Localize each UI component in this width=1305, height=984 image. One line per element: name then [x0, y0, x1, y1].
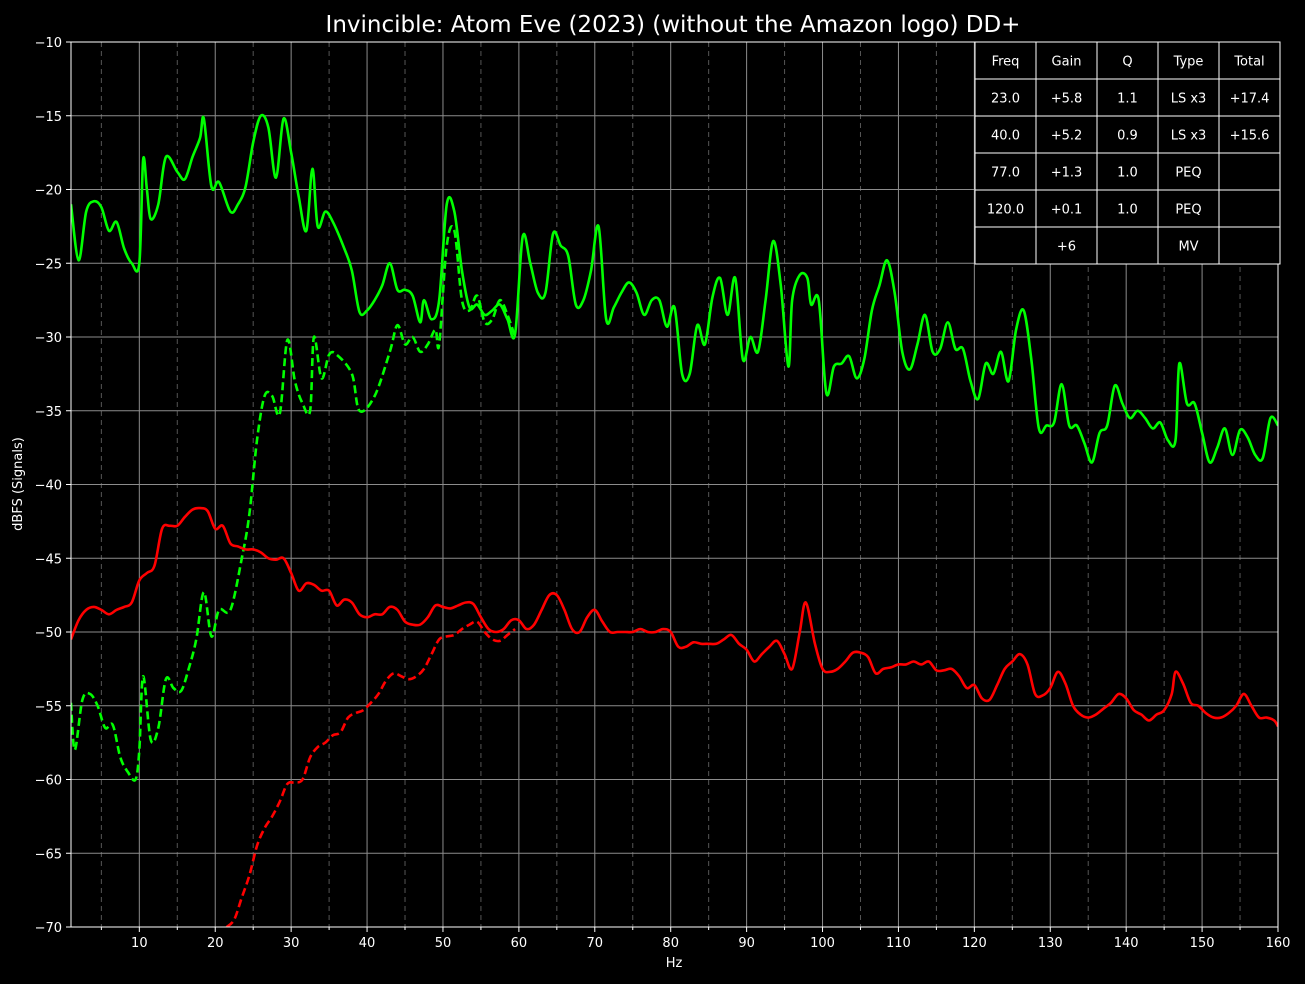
- x-tick-label: 40: [359, 936, 376, 951]
- table-cell: [1035, 189, 1098, 228]
- x-axis-label: Hz: [666, 956, 683, 971]
- table-cell: [1218, 152, 1281, 191]
- x-tick-label: 10: [131, 936, 148, 951]
- table-cell-text: 40.0: [991, 129, 1020, 144]
- red-solid-series-line: [71, 506, 1278, 728]
- table-cell: [1218, 41, 1281, 80]
- table-cell: [974, 226, 1037, 265]
- table-cell-text: +5.2: [1051, 129, 1083, 144]
- table-cell: [1035, 115, 1098, 154]
- y-axis-label: dBFS (Signals): [11, 437, 26, 531]
- y-axis-ticks: −10 −15 −20 −25 −30 −35 −40 −45 −50 −55 −60 −65 −70: [35, 36, 71, 936]
- x-tick-label: 90: [738, 936, 755, 951]
- y-tick-label: −40: [35, 479, 62, 494]
- x-tick-label: 20: [207, 936, 224, 951]
- y-tick-label: −15: [35, 110, 62, 125]
- table-cell-text: 77.0: [991, 166, 1020, 181]
- x-tick-label: 100: [810, 936, 835, 951]
- table-cell-text: MV: [1178, 240, 1198, 255]
- y-tick-label: −35: [35, 405, 62, 420]
- x-tick-label: 130: [1038, 936, 1063, 951]
- table-cell-text: 1.0: [1117, 166, 1138, 181]
- y-tick-label: −55: [35, 700, 62, 715]
- table-cell-text: +6: [1057, 240, 1076, 255]
- red-dashed-series-line: [225, 620, 516, 927]
- y-tick-label: −65: [35, 847, 62, 862]
- eq-settings-table: Freq Gain Q Type Total 23.0 +5.8 1.1 LS x3 +17.4 4…: [974, 41, 1281, 265]
- series-layer: [71, 113, 1278, 927]
- table-cell-text: 1.1: [1117, 92, 1138, 107]
- table-cell-text: 23.0: [991, 92, 1020, 107]
- y-tick-label: −50: [35, 626, 62, 641]
- table-cell: [1218, 115, 1281, 154]
- table-header-text: Freq: [992, 55, 1020, 70]
- table-cell: [974, 115, 1037, 154]
- green-dashed-series-line: [71, 225, 517, 782]
- table-cell: [1157, 115, 1220, 154]
- y-tick-label: −60: [35, 774, 62, 789]
- x-tick-label: 70: [587, 936, 604, 951]
- x-tick-label: 140: [1114, 936, 1139, 951]
- table-cell-text: 120.0: [987, 203, 1024, 218]
- table-cell: [1035, 78, 1098, 117]
- table-cell: [1157, 189, 1220, 228]
- x-tick-label: 30: [283, 936, 300, 951]
- table-cell-text: PEQ: [1175, 166, 1201, 181]
- table-cell: [1218, 226, 1281, 265]
- y-tick-label: −25: [35, 257, 62, 272]
- y-tick-label: −70: [35, 921, 62, 936]
- table-cell: [1157, 78, 1220, 117]
- table-cell: [1157, 152, 1220, 191]
- table-cell-text: PEQ: [1175, 203, 1201, 218]
- table-cell: [974, 152, 1037, 191]
- table-cell-text: 1.0: [1117, 203, 1138, 218]
- table-header-text: Gain: [1052, 55, 1082, 70]
- table-cell-text: +1.3: [1051, 166, 1083, 181]
- table-cell: [1096, 189, 1159, 228]
- y-tick-label: −10: [35, 36, 62, 51]
- table-cell: [1096, 226, 1159, 265]
- table-cell-text: +17.4: [1230, 92, 1270, 107]
- chart-title: Invincible: Atom Eve (2023) (without the…: [326, 12, 1021, 38]
- table-cell: [1035, 226, 1098, 265]
- x-tick-label: 150: [1190, 936, 1215, 951]
- table-cell: [1096, 152, 1159, 191]
- table-cell: [974, 189, 1037, 228]
- y-tick-label: −20: [35, 184, 62, 199]
- table-header-text: Total: [1233, 55, 1264, 70]
- table-cell-text: 0.9: [1117, 129, 1138, 144]
- table-cell: [1218, 189, 1281, 228]
- x-axis-ticks: 10 20 30 40 50 60 70 80 90 100 110 120 130 140 150 160: [100, 927, 1291, 951]
- table-cell: [1096, 115, 1159, 154]
- table-cell: [974, 78, 1037, 117]
- table-cell-text: +15.6: [1230, 129, 1270, 144]
- x-tick-label: 120: [962, 936, 987, 951]
- table-cell-text: +5.8: [1051, 92, 1083, 107]
- table-cell: [1035, 152, 1098, 191]
- x-tick-label: 110: [886, 936, 911, 951]
- x-tick-label: 60: [511, 936, 528, 951]
- table-cell-text: +0.1: [1051, 203, 1083, 218]
- table-header-text: Type: [1173, 55, 1204, 70]
- green-solid-series-line: [71, 113, 1278, 464]
- x-tick-label: 80: [662, 936, 679, 951]
- y-tick-label: −30: [35, 331, 62, 346]
- table-header-text: Q: [1122, 55, 1132, 70]
- y-tick-label: −45: [35, 552, 62, 567]
- x-tick-label: 50: [435, 936, 452, 951]
- x-tick-label: 160: [1266, 936, 1291, 951]
- table-cell: [1096, 41, 1159, 80]
- table-cell-text: LS x3: [1171, 92, 1207, 107]
- table-cell-text: LS x3: [1171, 129, 1207, 144]
- table-cell: [1157, 226, 1220, 265]
